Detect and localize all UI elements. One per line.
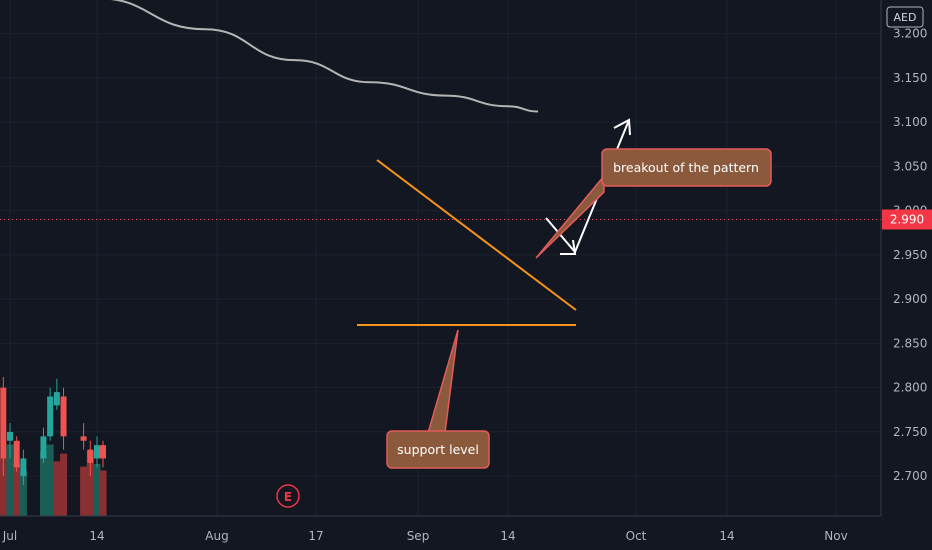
earnings-marker-circle[interactable] <box>276 484 300 508</box>
time-tick-label: 17 <box>308 529 323 543</box>
resistance-trendline <box>376 159 577 311</box>
price-tick-label: 3.050 <box>893 159 927 173</box>
time-tick-label: Nov <box>824 529 847 543</box>
price-tick-label: 2.700 <box>893 469 927 483</box>
current-price-tag-box <box>882 209 932 230</box>
candle-body <box>87 449 94 463</box>
candle-body <box>13 440 20 468</box>
support-callout-box <box>386 430 490 469</box>
volume-bar <box>39 451 47 516</box>
volume-bar <box>53 461 61 516</box>
price-tick-label: 2.750 <box>893 425 927 439</box>
volume-bar <box>6 444 14 516</box>
support-callout-text: support level <box>397 442 479 457</box>
candle-body <box>0 387 7 459</box>
volume-bar <box>19 470 27 516</box>
candle-body <box>20 458 27 477</box>
time-tick-label: Oct <box>626 529 647 543</box>
currency-badge-box[interactable] <box>886 6 924 28</box>
volume-bar <box>93 464 101 516</box>
price-tick-label: 2.800 <box>893 381 927 395</box>
volume-bar <box>0 457 7 516</box>
volume-bar <box>99 470 107 516</box>
candle-body <box>100 445 106 459</box>
earnings-marker-label: E <box>284 490 292 504</box>
candle-body <box>60 396 67 437</box>
candle-body <box>53 392 60 406</box>
price-tick-label: 3.100 <box>893 115 927 129</box>
current-price-tag: 2.990 <box>882 209 932 230</box>
volume-bar <box>13 464 21 516</box>
volume-bar <box>60 453 68 516</box>
time-axis[interactable]: Jul 14 Aug 17 Sep 14 Oct 14 Nov <box>2 529 848 543</box>
time-tick-label: 14 <box>500 529 515 543</box>
candle-body <box>7 431 13 441</box>
candle-body <box>80 436 87 441</box>
time-tick-label: Jul <box>2 529 17 543</box>
candle-body <box>40 436 47 459</box>
price-tick-label: 2.850 <box>893 336 927 350</box>
currency-badge[interactable]: AED <box>886 6 924 28</box>
moving-average-line <box>110 0 539 113</box>
support-callout: support level <box>386 329 490 469</box>
volume-bar <box>46 444 54 516</box>
candle-body <box>94 445 100 459</box>
volume-bars <box>0 444 107 516</box>
arrow-head-up <box>613 118 631 136</box>
time-tick-label: 14 <box>719 529 734 543</box>
current-price-tag-label: 2.990 <box>890 212 924 226</box>
volume-bar <box>80 466 88 516</box>
currency-badge-label: AED <box>894 11 917 24</box>
candlesticks <box>0 377 106 486</box>
volume-bar <box>86 451 94 516</box>
breakout-callout-box <box>601 148 772 187</box>
candle-body <box>47 396 54 437</box>
price-tick-label: 2.950 <box>893 248 927 262</box>
breakout-callout: breakout of the pattern <box>535 148 772 259</box>
price-tick-label: 3.150 <box>893 71 927 85</box>
price-tick-label: 2.900 <box>893 292 927 306</box>
time-tick-label: Aug <box>205 529 228 543</box>
time-tick-label: Sep <box>407 529 430 543</box>
arrow-head-down <box>560 239 577 255</box>
price-tick-label: 3.200 <box>893 27 927 41</box>
earnings-marker[interactable]: E <box>276 484 300 508</box>
time-tick-label: 14 <box>89 529 104 543</box>
breakout-callout-text: breakout of the pattern <box>613 160 759 175</box>
